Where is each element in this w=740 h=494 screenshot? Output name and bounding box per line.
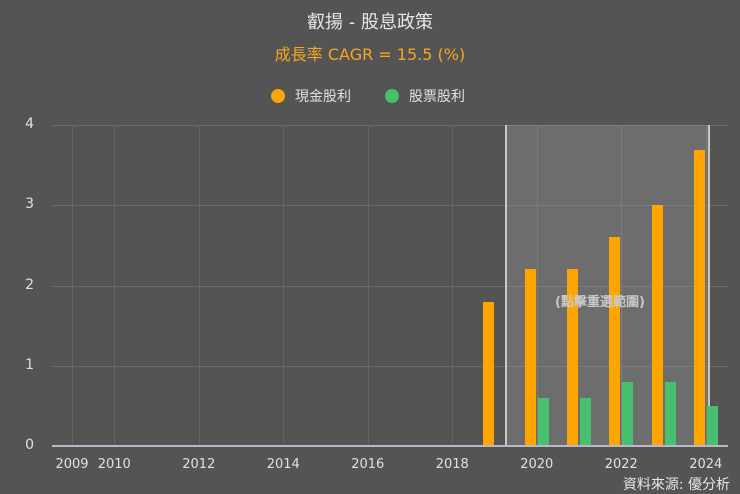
legend-label: 現金股利 (295, 89, 351, 105)
x-tick-label: 2024 (689, 457, 723, 472)
legend: 現金股利 股票股利 (0, 86, 740, 106)
bar-stock-dividend[interactable] (537, 397, 549, 446)
circle-dot-icon (385, 89, 399, 103)
legend-label: 股票股利 (409, 89, 465, 105)
gridline-vertical (452, 125, 454, 446)
gridline-vertical (367, 125, 369, 446)
gridline-vertical (114, 125, 116, 446)
gridline-vertical (72, 125, 73, 446)
x-axis-line (52, 445, 728, 447)
x-tick-label: 2022 (604, 457, 638, 472)
selection-hint[interactable]: (點擊重選範圍) (555, 295, 645, 310)
gridline-horizontal (52, 205, 728, 207)
x-tick-label: 2020 (520, 457, 554, 472)
gridline-vertical (536, 125, 538, 446)
bar-cash-dividend[interactable] (482, 301, 494, 446)
circle-dot-icon (271, 89, 285, 103)
cagr-subtitle: 成長率 CAGR = 15.5 (%) (274, 45, 466, 64)
gridline-horizontal (52, 365, 728, 367)
y-tick-label: 2 (25, 276, 34, 293)
y-tick-label: 3 (25, 196, 34, 213)
bar-stock-dividend[interactable] (580, 397, 591, 446)
gridline-horizontal (52, 285, 728, 287)
data-source: 資料來源: 優分析 (622, 477, 730, 493)
legend-item-stock-dividend[interactable]: 股票股利 (385, 86, 465, 106)
bar-cash-dividend[interactable] (609, 237, 621, 446)
bar-cash-dividend[interactable] (693, 149, 705, 446)
gridline-vertical (283, 125, 285, 446)
y-tick-label: 1 (25, 356, 34, 373)
legend-item-cash-dividend[interactable]: 現金股利 (271, 86, 351, 106)
bar-stock-dividend[interactable] (664, 381, 676, 446)
bar-cash-dividend[interactable] (567, 269, 578, 446)
bar-cash-dividend[interactable] (651, 205, 663, 446)
gridline-vertical (705, 125, 707, 446)
gridline-vertical (621, 125, 623, 446)
x-tick-label: 2009 (55, 457, 89, 472)
gridline-horizontal (52, 125, 728, 126)
selected-range[interactable] (504, 125, 710, 446)
bar-stock-dividend[interactable] (622, 381, 634, 446)
bar-cash-dividend[interactable] (524, 269, 536, 446)
x-tick-label: 2010 (97, 457, 131, 472)
y-tick-label: 4 (25, 116, 34, 132)
chart-title: 叡揚 - 股息政策 (307, 12, 433, 33)
y-tick-label: 0 (25, 437, 34, 453)
x-tick-label: 2016 (351, 457, 385, 472)
gridline-vertical (198, 125, 200, 446)
bar-stock-dividend[interactable] (706, 405, 718, 446)
x-tick-label: 2012 (182, 457, 216, 472)
x-tick-label: 2018 (435, 457, 469, 472)
x-tick-label: 2014 (266, 457, 300, 472)
